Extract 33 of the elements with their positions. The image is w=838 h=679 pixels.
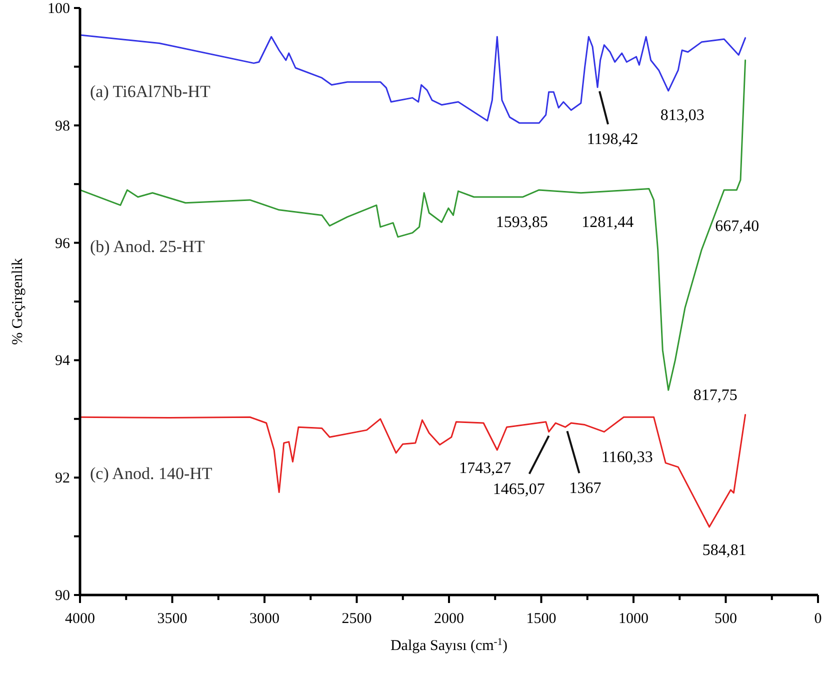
x-tick-label: 1500 [526, 611, 556, 627]
y-tick-label: 94 [55, 353, 70, 370]
text: (b) Anod. 25-HT [90, 236, 206, 256]
series-label: (a) Ti6Al7Nb-HT [90, 82, 212, 101]
annotation: 1198,42 [586, 131, 638, 148]
x-tick-label: 4000 [65, 611, 95, 627]
x-tick-label: 0 [814, 611, 822, 627]
y-tick-label: 92 [55, 470, 70, 487]
line-series [79, 414, 746, 528]
text: (c) Anod. 140-HT [90, 464, 213, 484]
line-series [79, 34, 746, 124]
annotation: 1160,33 [601, 448, 653, 466]
annotation: 1743,27 [459, 460, 512, 478]
x-tick-label: 2500 [342, 611, 372, 627]
x-tick-label: 3000 [250, 611, 280, 627]
annotation: 817,75 [693, 387, 738, 404]
y-tick-label: 100 [48, 1, 70, 17]
x-tick-label: 3500 [157, 611, 188, 627]
x-axis-title: Dalga Sayısı (cm$^{-1}$) [390, 636, 508, 654]
annotation: 667,40 [715, 218, 760, 236]
annotation: 1281,44 [582, 214, 634, 231]
annotation: 1465,07 [492, 480, 545, 498]
annotation: 813,03 [660, 106, 704, 124]
annotation: 584,81 [702, 542, 746, 559]
y-tick-label: 98 [55, 118, 70, 134]
y-axis-title: % Geçirgenlik [10, 258, 26, 345]
annotation: 1593,85 [496, 214, 548, 232]
x-tick-label: 500 [714, 611, 737, 627]
x-tick-label: 1000 [618, 611, 648, 627]
y-tick-label: 90 [55, 588, 70, 604]
x-tick-label: 2000 [434, 611, 464, 627]
y-tick-label: 96 [55, 236, 70, 252]
annotation: 1367 [569, 480, 602, 498]
